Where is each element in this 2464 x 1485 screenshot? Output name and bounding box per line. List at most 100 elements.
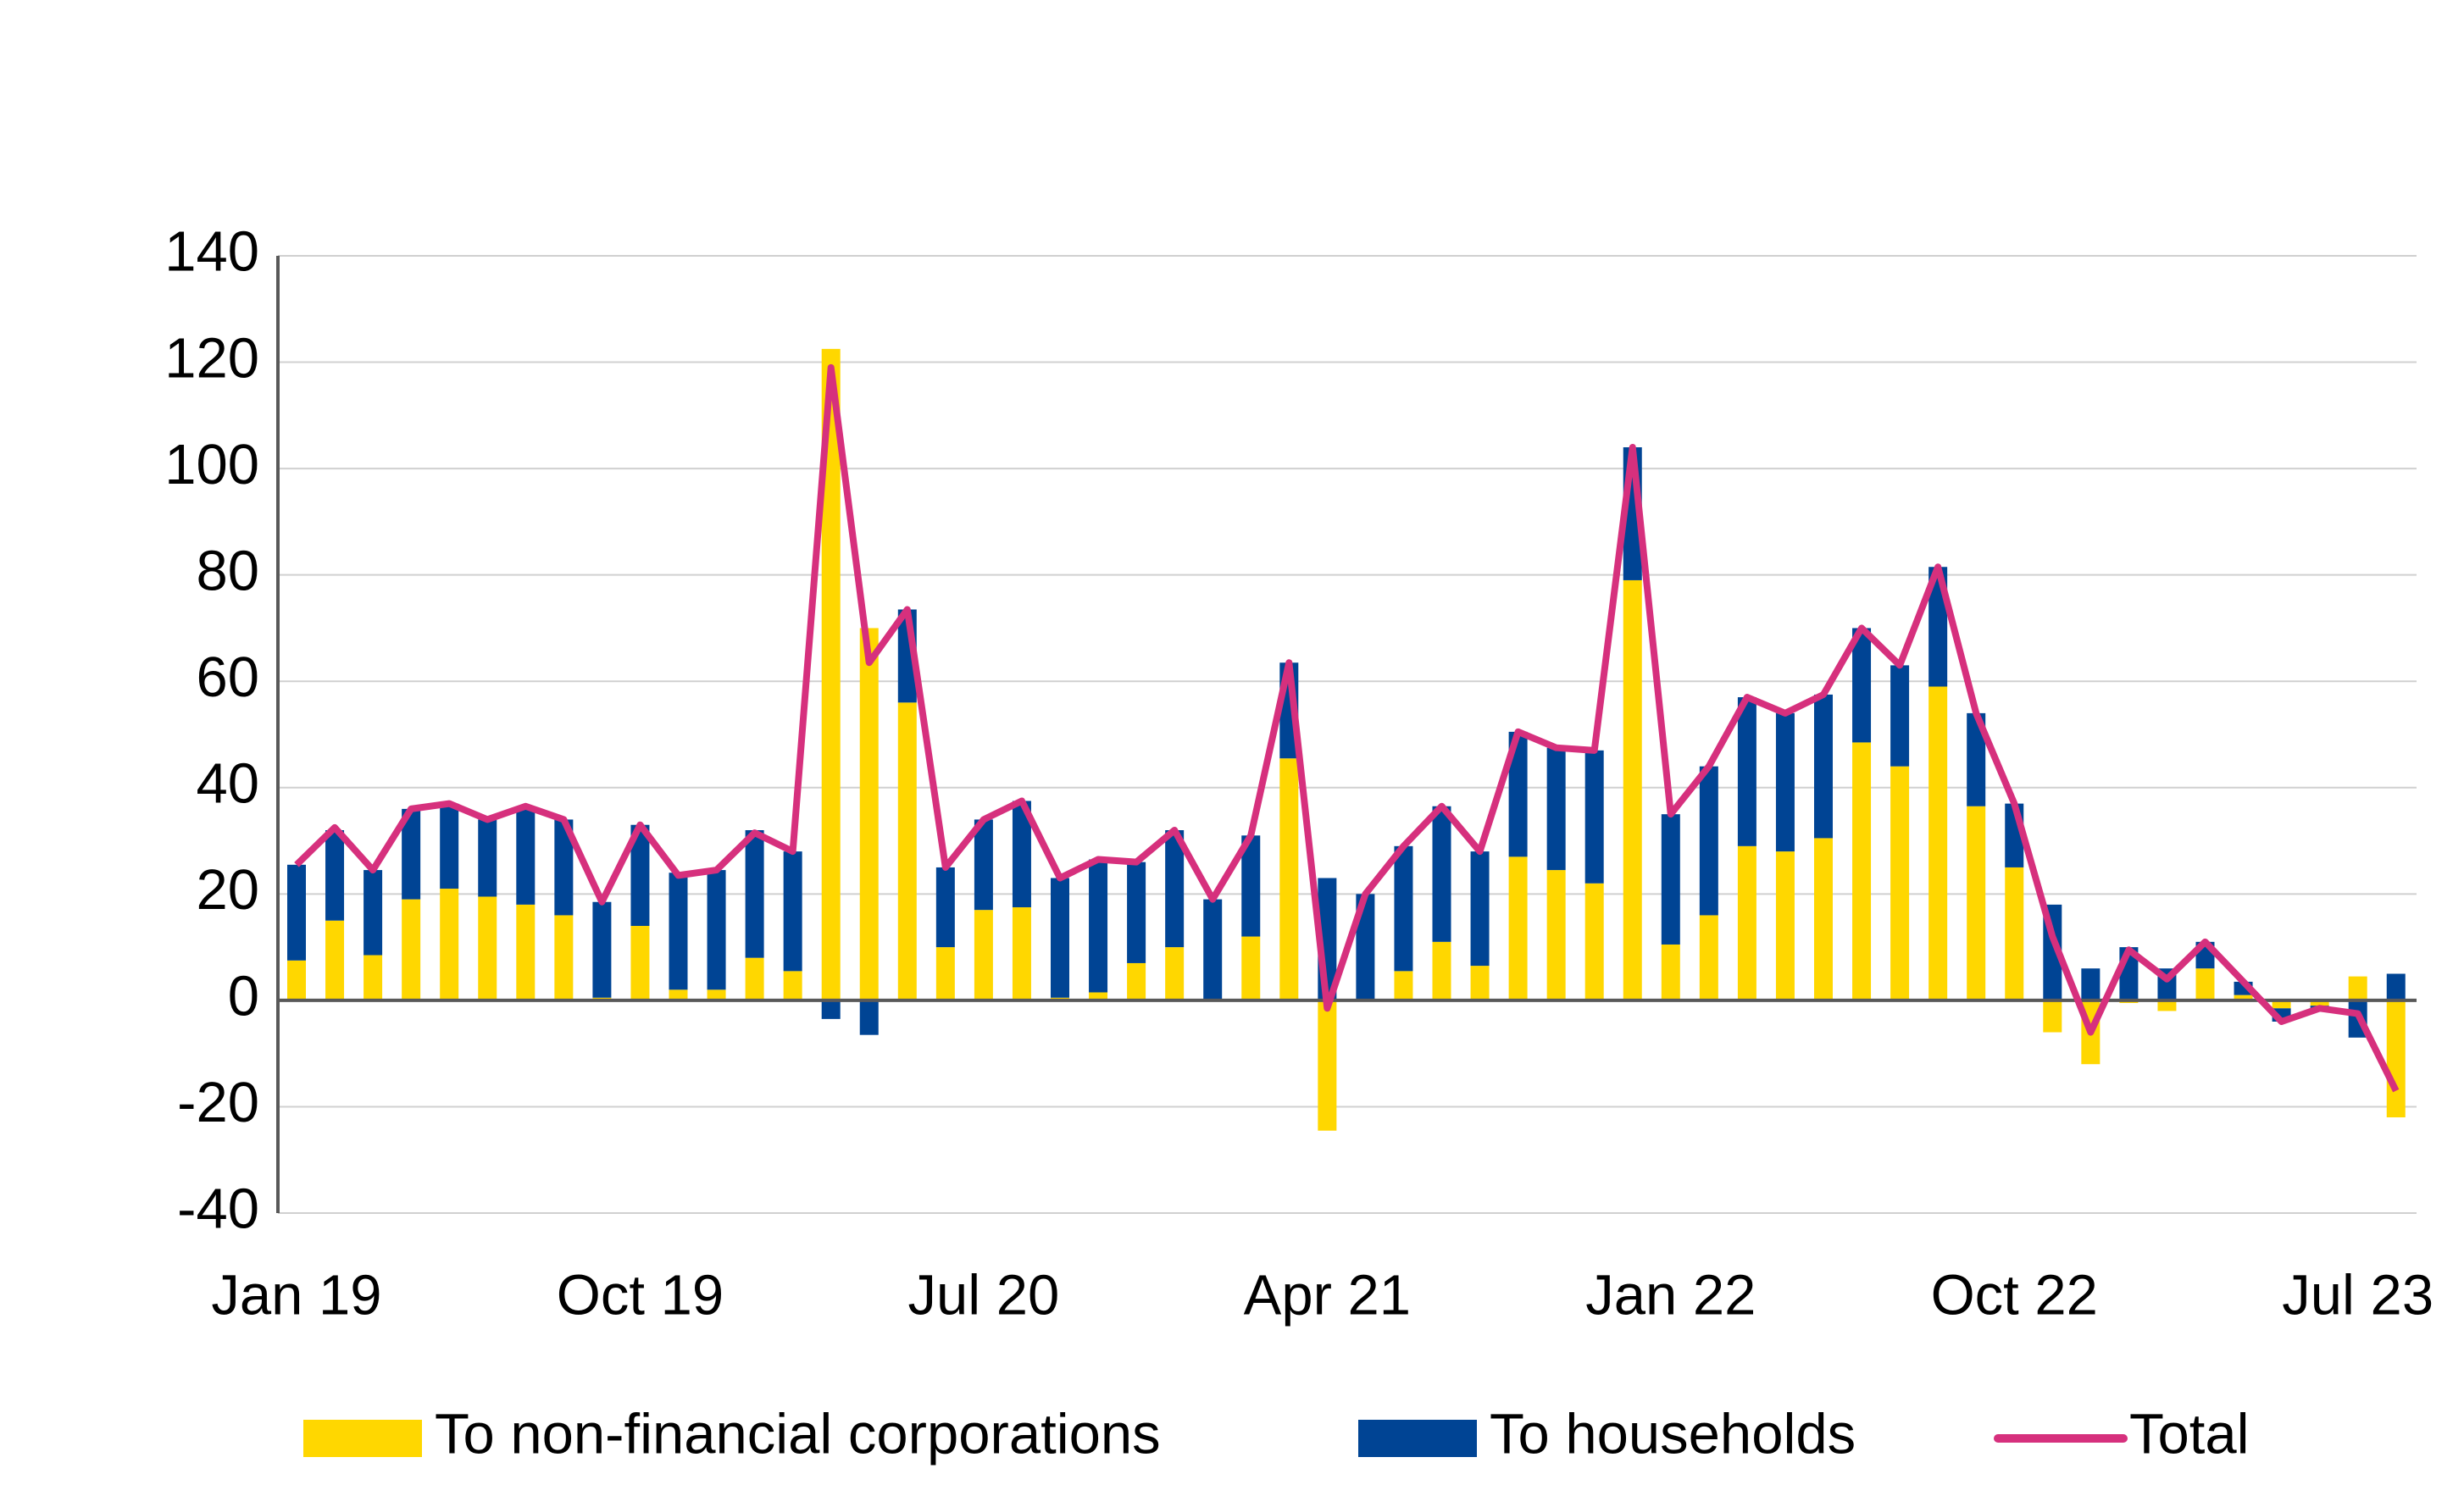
bar bbox=[1012, 907, 1031, 1000]
bar bbox=[1394, 845, 1413, 972]
y-tick-label: -40 bbox=[177, 1177, 259, 1241]
bar bbox=[287, 864, 306, 961]
bar bbox=[1775, 712, 1795, 852]
bar bbox=[1814, 694, 1833, 839]
bar bbox=[1165, 947, 1185, 1000]
bar bbox=[1967, 806, 1986, 1000]
bar bbox=[1852, 628, 1872, 743]
y-tick-label: 80 bbox=[196, 539, 259, 602]
bar bbox=[859, 628, 879, 1000]
bar bbox=[707, 989, 726, 1000]
y-tick-label: 40 bbox=[196, 751, 259, 815]
bar bbox=[363, 870, 383, 956]
x-tick-label: Jan 19 bbox=[211, 1264, 381, 1327]
bar bbox=[1432, 941, 1451, 1000]
bar bbox=[2272, 1000, 2291, 1009]
bar bbox=[1432, 806, 1451, 942]
bar bbox=[859, 1000, 879, 1035]
x-tick-label: Apr 21 bbox=[1244, 1264, 1411, 1327]
bar bbox=[1737, 845, 1756, 1000]
bar bbox=[1508, 731, 1528, 857]
y-tick-label: 60 bbox=[196, 646, 259, 709]
bar bbox=[1890, 665, 1910, 767]
bar bbox=[1623, 579, 1642, 1000]
bar bbox=[1508, 856, 1528, 1000]
bar bbox=[2005, 867, 2024, 1000]
legend-swatch bbox=[303, 1420, 422, 1457]
bar bbox=[1051, 878, 1069, 998]
bar bbox=[2195, 968, 2215, 1000]
bar bbox=[1241, 936, 1261, 1000]
bar bbox=[2386, 973, 2406, 1000]
bar bbox=[1546, 870, 1566, 1000]
y-tick-label: 140 bbox=[164, 220, 259, 284]
bar bbox=[554, 915, 574, 1000]
x-tick-label: Jan 22 bbox=[1585, 1264, 1756, 1327]
legend-swatch bbox=[1358, 1420, 1477, 1457]
bar bbox=[592, 901, 612, 998]
y-tick-label: 20 bbox=[196, 858, 259, 922]
y-tick-label: 120 bbox=[164, 326, 259, 390]
bar bbox=[363, 955, 383, 1000]
bar bbox=[745, 830, 764, 958]
bar bbox=[630, 824, 650, 926]
bar bbox=[1699, 915, 1718, 1000]
y-tick-label: 0 bbox=[228, 965, 259, 1028]
bar bbox=[1852, 742, 1872, 1000]
bar bbox=[821, 1000, 841, 1019]
x-tick-label: Oct 22 bbox=[1931, 1264, 2098, 1327]
bar bbox=[440, 803, 459, 889]
bar bbox=[287, 960, 306, 1000]
bar bbox=[783, 971, 802, 1000]
bar bbox=[1012, 801, 1031, 908]
bar bbox=[1737, 697, 1756, 846]
bar bbox=[821, 348, 841, 1000]
legend-label: To non-financial corporations bbox=[435, 1403, 1161, 1466]
bar bbox=[1241, 835, 1261, 937]
bar bbox=[2348, 976, 2367, 1000]
bar bbox=[1470, 851, 1490, 967]
bar bbox=[935, 867, 955, 948]
bar bbox=[478, 896, 497, 1000]
bar bbox=[1775, 851, 1795, 1000]
bar bbox=[402, 808, 421, 900]
bar bbox=[1203, 899, 1223, 1000]
bar bbox=[325, 830, 345, 921]
bar bbox=[1661, 814, 1680, 945]
bar bbox=[2081, 968, 2101, 1000]
bar bbox=[440, 889, 459, 1000]
bar bbox=[2157, 1000, 2177, 1011]
bar bbox=[2386, 1000, 2406, 1117]
bar bbox=[630, 926, 650, 1000]
line-series bbox=[294, 363, 2400, 1093]
bar bbox=[745, 957, 764, 1000]
bar bbox=[1318, 1000, 1337, 1131]
bar bbox=[1089, 992, 1108, 1000]
bar bbox=[1584, 883, 1604, 1000]
bar bbox=[402, 899, 421, 1000]
bar bbox=[1814, 838, 1833, 1000]
bar bbox=[669, 873, 688, 990]
bar bbox=[1967, 712, 1986, 806]
x-tick-label: Jul 20 bbox=[908, 1264, 1060, 1327]
bar bbox=[935, 947, 955, 1000]
bar bbox=[1584, 750, 1604, 884]
bar bbox=[1394, 971, 1413, 1000]
bar bbox=[1165, 830, 1185, 948]
bar bbox=[974, 819, 993, 911]
bar bbox=[1279, 758, 1299, 1000]
bar bbox=[1661, 944, 1680, 1000]
legend-label: Total bbox=[2129, 1403, 2250, 1466]
bar bbox=[974, 910, 993, 1000]
legend-label: To households bbox=[1490, 1403, 1856, 1466]
bar bbox=[1470, 966, 1490, 1000]
x-tick-label: Jul 23 bbox=[2282, 1264, 2433, 1327]
y-tick-label: 100 bbox=[164, 433, 259, 496]
bar bbox=[2310, 1000, 2329, 1006]
y-tick-label: -20 bbox=[177, 1071, 259, 1134]
bar bbox=[325, 920, 345, 1000]
bar bbox=[1928, 686, 1948, 1000]
bar bbox=[1546, 747, 1566, 871]
